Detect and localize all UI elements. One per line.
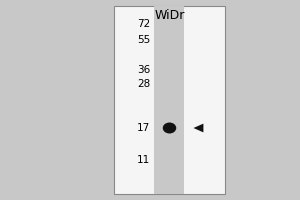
Text: 36: 36	[137, 65, 150, 75]
Polygon shape	[194, 124, 203, 132]
Text: 28: 28	[137, 79, 150, 89]
Text: 55: 55	[137, 35, 150, 45]
Bar	[154, 6, 184, 194]
Ellipse shape	[163, 122, 176, 134]
Text: 11: 11	[137, 155, 150, 165]
Text: 17: 17	[137, 123, 150, 133]
Text: WiDr: WiDr	[154, 9, 185, 22]
Text: 72: 72	[137, 19, 150, 29]
Bar	[114, 6, 225, 194]
